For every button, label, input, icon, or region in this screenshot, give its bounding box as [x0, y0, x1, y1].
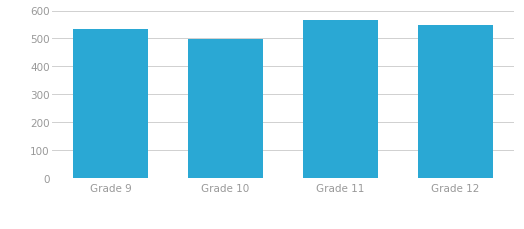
- Bar: [418, 26, 493, 179]
- Bar: [73, 30, 148, 179]
- Bar: [303, 21, 378, 179]
- Bar: [188, 40, 263, 179]
